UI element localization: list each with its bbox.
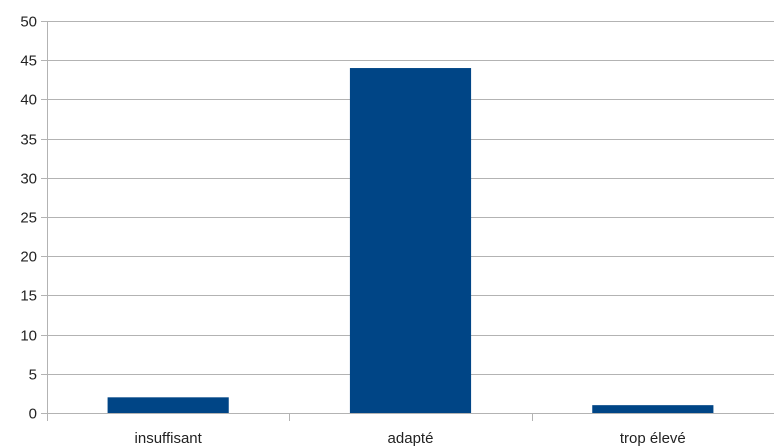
bar-0 [107, 397, 229, 413]
y-tick-label: 50 [20, 14, 37, 31]
y-tick-label: 35 [20, 132, 37, 149]
bars [107, 68, 714, 413]
y-tick-label: 0 [29, 406, 37, 423]
y-tick-label: 40 [20, 92, 37, 109]
y-tick-label: 5 [29, 367, 37, 384]
x-category-label: adapté [388, 430, 434, 447]
x-category-label: insuffisant [135, 430, 203, 447]
y-tick-labels: 0 5 10 15 20 25 30 35 40 45 50 [20, 14, 37, 423]
x-category-labels: insuffisant adapté trop élevé [135, 430, 686, 447]
y-tick-label: 20 [20, 249, 37, 266]
y-tick-label: 30 [20, 171, 37, 188]
bar-1 [349, 68, 472, 413]
y-tick-label: 45 [20, 53, 37, 70]
axes [47, 21, 774, 421]
y-tick-label: 15 [20, 288, 37, 305]
x-category-label: trop élevé [620, 430, 686, 447]
y-tick-label: 10 [20, 328, 37, 345]
bar-2 [592, 405, 714, 413]
y-tick-label: 25 [20, 210, 37, 227]
